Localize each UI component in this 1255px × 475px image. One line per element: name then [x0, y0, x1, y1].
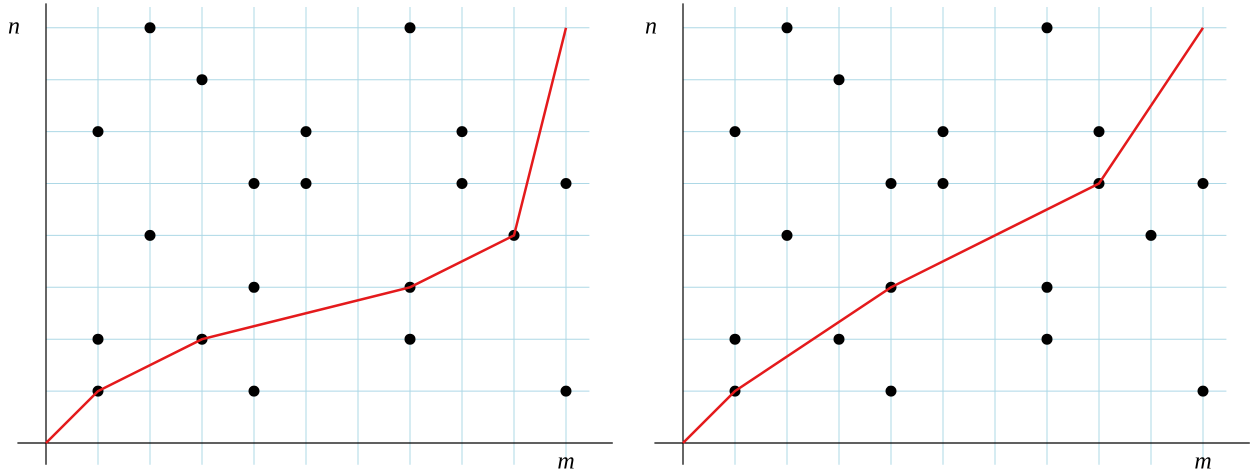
point: [560, 178, 572, 189]
point: [456, 126, 468, 138]
point: [144, 229, 156, 241]
point: [781, 22, 793, 34]
point: [1041, 333, 1053, 345]
y-axis-label: n: [8, 13, 20, 39]
point: [196, 74, 208, 86]
point: [833, 74, 845, 86]
x-axis-label: m: [1194, 449, 1211, 475]
point: [1197, 178, 1209, 189]
line: [45, 27, 568, 444]
point: [729, 126, 741, 138]
y-axis-label: n: [645, 13, 657, 39]
point: [1041, 281, 1053, 293]
point: [248, 178, 260, 189]
point: [92, 333, 104, 345]
point: [1197, 385, 1209, 397]
point: [937, 178, 949, 189]
point: [456, 178, 468, 189]
point: [404, 22, 416, 34]
line: [682, 27, 1205, 444]
point: [937, 126, 949, 138]
point: [300, 126, 312, 138]
point: [1145, 229, 1157, 241]
point: [300, 178, 312, 189]
point: [404, 333, 416, 345]
point: [781, 229, 793, 241]
point: [885, 178, 897, 189]
point: [92, 126, 104, 138]
point: [885, 385, 897, 397]
point: [1041, 22, 1053, 34]
x-axis-label: m: [557, 449, 574, 475]
point: [833, 333, 845, 345]
point: [1093, 126, 1105, 138]
point: [248, 281, 260, 293]
point: [144, 22, 156, 34]
point: [560, 385, 572, 397]
point: [729, 333, 741, 345]
point: [248, 385, 260, 397]
